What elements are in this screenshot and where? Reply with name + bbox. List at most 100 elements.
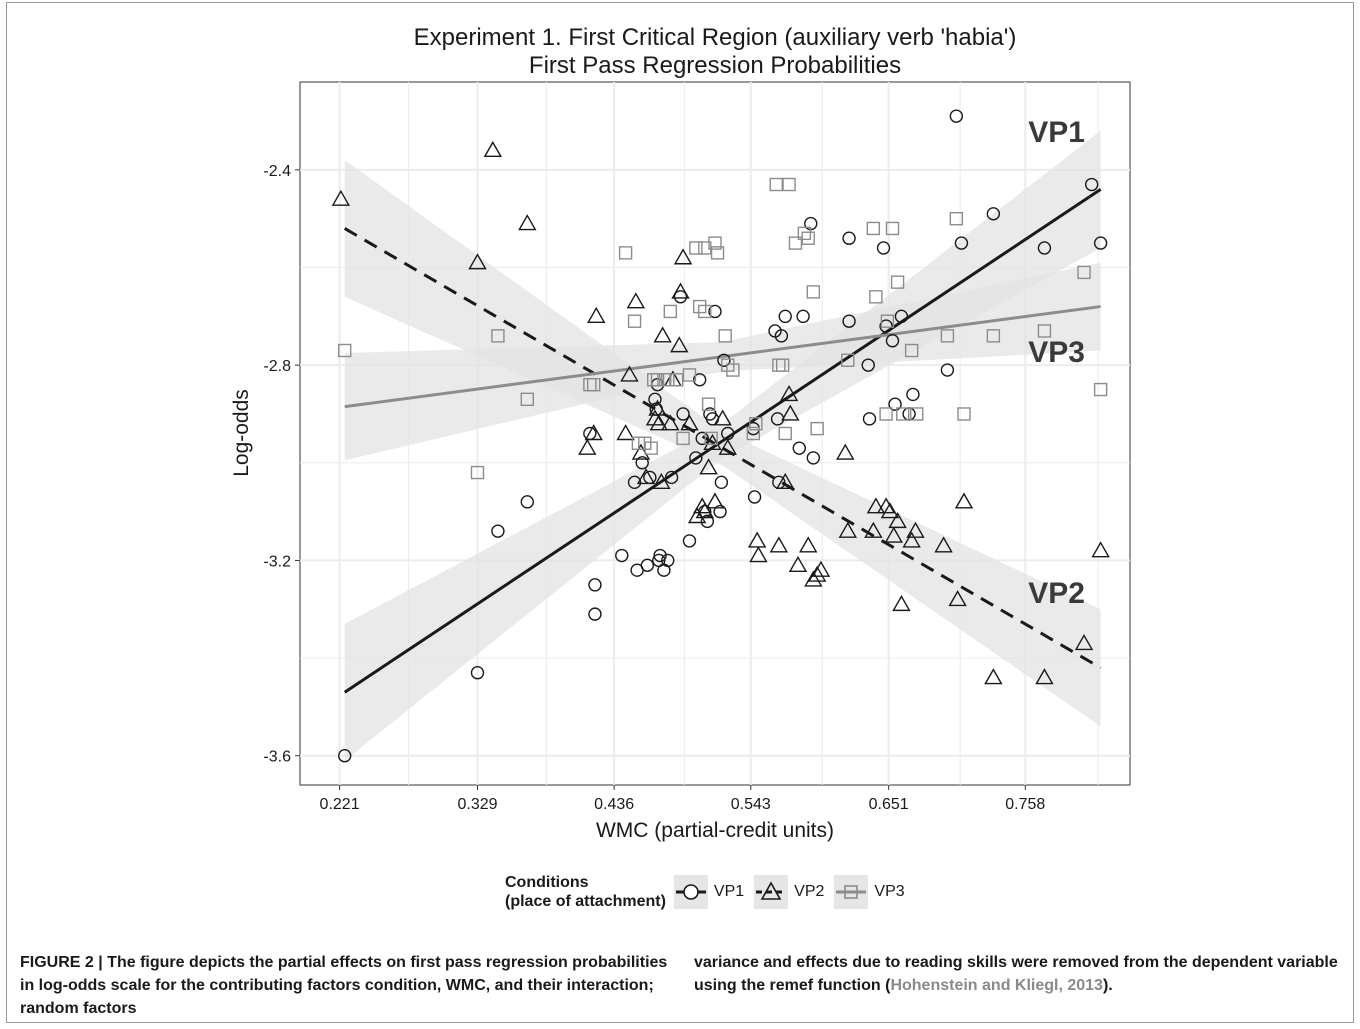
point-vp3 — [644, 441, 658, 455]
point-vp1 — [520, 495, 534, 509]
point-vp2 — [670, 336, 689, 353]
point-vp3 — [701, 397, 716, 411]
point-vp3 — [1077, 265, 1091, 280]
x-tick-label: 0.543 — [731, 796, 771, 813]
point-vp1 — [906, 387, 920, 402]
point-vp2 — [807, 565, 827, 582]
caption-citation-link[interactable]: Hohenstein and Kliegl, 2013 — [890, 977, 1103, 994]
legend-key-vp3 — [834, 875, 869, 909]
point-vp1 — [692, 373, 707, 387]
x-tick-label: 0.221 — [320, 796, 360, 813]
point-vp1 — [635, 456, 649, 470]
point-vp1 — [1093, 236, 1108, 250]
legend: Conditions (place of attachment) VP1 VP2… — [505, 872, 915, 912]
point-vp2 — [578, 438, 597, 455]
point-vp3 — [885, 221, 900, 236]
y-tick-label: -3.2 — [263, 553, 291, 570]
caption-text-left: The figure depicts the partial effects o… — [20, 954, 668, 1017]
figure-frame — [6, 2, 1354, 1023]
point-vp3 — [708, 236, 722, 250]
point-vp3 — [879, 407, 893, 421]
point-vp1 — [700, 514, 715, 529]
point-vp2 — [880, 502, 900, 519]
x-axis-label: WMC (partial-credit units) — [596, 819, 834, 842]
y-tick-label: -3.6 — [263, 749, 291, 766]
point-vp3 — [806, 285, 821, 299]
point-vp3 — [663, 304, 678, 319]
point-vp3 — [778, 426, 792, 441]
point-vp3 — [986, 329, 1001, 343]
point-vp2 — [687, 507, 707, 524]
point-vp3 — [910, 407, 924, 421]
confidence-band-vp2 — [344, 160, 1101, 727]
point-vp1 — [842, 231, 856, 245]
point-vp3 — [520, 392, 534, 407]
point-vp3 — [841, 353, 855, 367]
point-vp3 — [801, 231, 815, 245]
point-vp3 — [698, 241, 712, 255]
point-vp3 — [698, 304, 712, 319]
point-vp1 — [806, 451, 821, 465]
point-vp2 — [673, 248, 693, 265]
point-vp2 — [934, 536, 953, 553]
point-vp2 — [584, 424, 603, 441]
point-vp2 — [652, 472, 671, 490]
point-vp1 — [491, 524, 505, 538]
point-vp3 — [1093, 382, 1108, 397]
point-vp2 — [626, 292, 646, 309]
point-vp2 — [671, 282, 690, 299]
point-vp3 — [726, 363, 740, 377]
point-vp3 — [769, 177, 783, 192]
point-vp3 — [775, 358, 790, 372]
point-vp1 — [888, 397, 902, 411]
point-vp3 — [957, 407, 971, 421]
point-vp2 — [747, 531, 767, 548]
point-vp3 — [710, 246, 725, 260]
point-vp1 — [717, 353, 731, 367]
point-vp1 — [627, 475, 642, 490]
point-vp1 — [894, 309, 909, 324]
point-vp3 — [337, 343, 352, 358]
point-vp1 — [885, 334, 900, 348]
point-vp2 — [811, 560, 831, 577]
point-vp3 — [1037, 324, 1052, 338]
point-vp2 — [866, 497, 886, 514]
point-vp1 — [876, 241, 891, 255]
point-vp1 — [796, 309, 810, 324]
point-vp2 — [804, 570, 823, 587]
point-vp1 — [653, 548, 667, 563]
point-vp3 — [618, 246, 633, 260]
point-vp2 — [788, 555, 808, 573]
point-vp3 — [661, 373, 675, 387]
x-tick-label: 0.651 — [869, 796, 909, 813]
data-points — [331, 109, 1110, 763]
fit-line-vp1 — [343, 188, 1102, 694]
point-vp1 — [1037, 241, 1052, 255]
legend-key-vp2 — [754, 875, 789, 909]
point-vp1 — [708, 304, 722, 319]
point-vp2 — [661, 414, 680, 431]
point-vp1 — [862, 412, 877, 426]
annotation-vp3: VP3 — [1028, 336, 1085, 369]
point-vp3 — [718, 329, 732, 343]
point-vp2 — [636, 468, 656, 485]
legend-label-vp3: VP3 — [874, 883, 905, 900]
point-vp3 — [721, 358, 735, 372]
point-vp3 — [788, 236, 803, 250]
point-vp2 — [703, 433, 722, 450]
point-vp2 — [587, 306, 606, 324]
x-tick-label: 0.329 — [457, 796, 497, 813]
caption-text-right-end: ). — [1102, 977, 1113, 994]
point-vp2 — [948, 590, 967, 607]
point-vp2 — [836, 443, 855, 460]
point-vp2 — [776, 472, 795, 490]
point-vp1 — [792, 441, 806, 455]
point-vp2 — [864, 521, 883, 538]
point-vp1 — [676, 407, 690, 421]
point-vp2 — [483, 140, 503, 158]
point-vp2 — [769, 536, 789, 553]
point-vp2 — [749, 546, 768, 563]
annotation-vp2: VP2 — [1028, 577, 1085, 610]
point-vp1 — [986, 207, 1001, 221]
point-vp1 — [588, 607, 602, 621]
